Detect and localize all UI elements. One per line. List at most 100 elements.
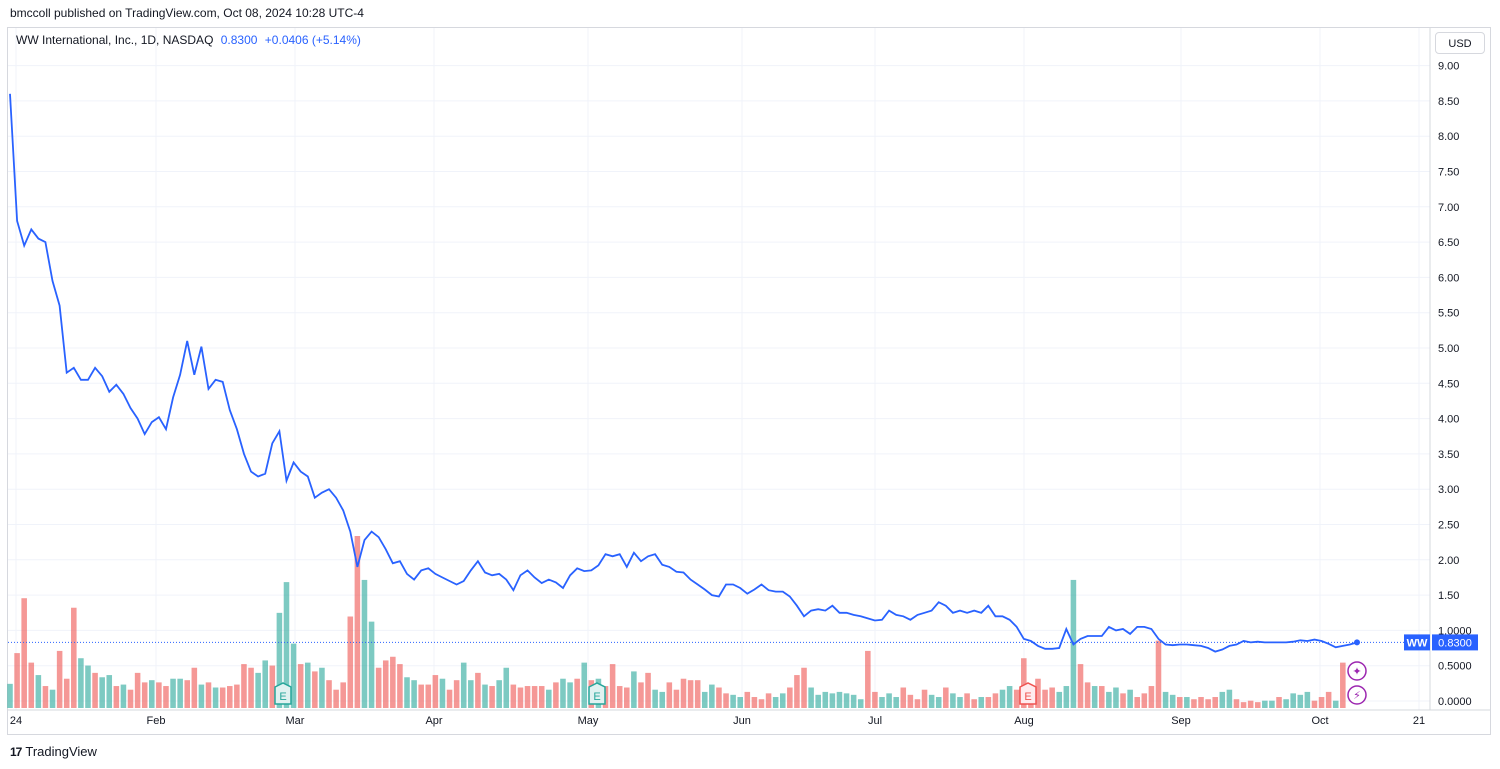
y-tick-label: 2.00 xyxy=(1438,555,1459,567)
volume-bar xyxy=(163,686,169,708)
volume-bar xyxy=(935,697,942,708)
volume-bar xyxy=(836,691,843,708)
volume-bar xyxy=(801,667,807,708)
volume-bar xyxy=(872,691,878,708)
volume-bar xyxy=(113,686,120,708)
volume-bar xyxy=(779,693,786,708)
volume-bar xyxy=(815,694,821,708)
ticker-badge-text: WW xyxy=(1407,637,1428,649)
volume-bar xyxy=(397,664,403,708)
price-line xyxy=(9,93,1358,653)
volume-bar xyxy=(1141,693,1148,708)
dividend-spark-icon[interactable]: ✦ xyxy=(1347,661,1367,681)
volume-bar xyxy=(134,672,141,708)
svg-text:✦: ✦ xyxy=(1352,665,1361,678)
volume-bar xyxy=(1191,699,1197,708)
last-price-dot xyxy=(1354,639,1360,646)
volume-bar xyxy=(1035,678,1041,708)
volume-bar xyxy=(21,598,27,708)
price-badge xyxy=(1432,634,1478,651)
volume-bar xyxy=(170,678,176,708)
earnings-marker-icon[interactable]: E xyxy=(1019,682,1037,705)
volume-bar xyxy=(1283,699,1289,708)
symbol-change: +0.0406 (+5.14%) xyxy=(264,33,361,47)
volume-bar xyxy=(1120,693,1126,708)
earnings-marker-icon[interactable]: E xyxy=(274,682,292,705)
symbol-legend[interactable]: WW International, Inc., 1D, NASDAQ 0.830… xyxy=(16,33,361,47)
volume-bar xyxy=(184,680,191,708)
volume-bar xyxy=(751,697,758,708)
volume-bar xyxy=(964,693,970,708)
volume-bar xyxy=(1198,697,1204,708)
x-tick-label: 24 xyxy=(10,715,22,727)
volume-bar xyxy=(531,686,538,708)
footer-brand[interactable]: 17 TradingView xyxy=(10,744,97,759)
volume-bar xyxy=(149,680,155,708)
x-tick-label: Aug xyxy=(1014,715,1034,727)
volume-bar xyxy=(382,660,389,708)
y-tick-label: 1.50 xyxy=(1438,590,1459,602)
volume-bar xyxy=(609,664,616,708)
volume-bar xyxy=(432,675,439,708)
volume-bar xyxy=(1176,697,1183,708)
split-lightning-icon[interactable]: ⚡ xyxy=(1347,685,1367,705)
volume-bar xyxy=(744,691,751,708)
volume-bar xyxy=(1021,658,1027,708)
x-axis: 24 Feb Mar Apr May Jun Jul Aug Sep Oct 21 xyxy=(10,715,1425,727)
volume-bar xyxy=(538,686,545,708)
volume-bar xyxy=(709,684,715,708)
volume-bar xyxy=(645,672,651,708)
volume-bar xyxy=(219,687,226,708)
event-markers: E E E ✦ ⚡ xyxy=(274,661,1367,705)
currency-button[interactable]: USD xyxy=(1435,32,1485,54)
svg-text:E: E xyxy=(593,691,600,703)
last-price-badge: WW 0.8300 xyxy=(1404,634,1478,651)
volume-bar xyxy=(1099,686,1105,708)
y-tick-label: 5.50 xyxy=(1438,308,1459,320)
volume-bar xyxy=(312,671,318,708)
volume-bar xyxy=(553,682,559,708)
volume-bar xyxy=(624,687,630,708)
volume-bar xyxy=(1311,700,1318,708)
volume-bar xyxy=(1247,700,1254,708)
volume-bar xyxy=(460,662,467,708)
volume-bar xyxy=(900,687,907,708)
volume-bar xyxy=(1006,686,1013,708)
volume-bar xyxy=(262,660,268,708)
volume-bar xyxy=(517,687,524,708)
volume-bar xyxy=(737,697,743,708)
volume-bar xyxy=(1340,662,1346,708)
volume-bar xyxy=(304,662,311,708)
volume-bar xyxy=(1254,702,1261,708)
volume-bar xyxy=(439,678,446,708)
y-tick-label: 3.00 xyxy=(1438,484,1459,496)
volume-bar xyxy=(468,680,474,708)
tradingview-logo-icon: 17 xyxy=(10,744,22,759)
volume-bar xyxy=(297,664,304,708)
ticker-badge xyxy=(1404,634,1430,651)
volume-bar xyxy=(482,684,488,708)
grid xyxy=(8,28,1430,710)
volume-bar xyxy=(248,667,254,708)
volume-bar xyxy=(687,680,694,708)
volume-bar xyxy=(92,672,98,708)
earnings-marker-icon[interactable]: E xyxy=(588,682,606,705)
volume-bar xyxy=(524,686,531,708)
y-tick-label: 0.5000 xyxy=(1438,661,1472,673)
x-tick-label: Jun xyxy=(733,715,751,727)
volume-bar xyxy=(1219,691,1226,708)
volume-bar xyxy=(71,607,77,708)
volume-bar xyxy=(865,650,871,708)
volume-bar xyxy=(659,691,666,708)
volume-bar xyxy=(35,675,42,708)
y-tick-label: 3.50 xyxy=(1438,449,1459,461)
volume-bar xyxy=(1162,691,1169,708)
volume-bar xyxy=(14,653,20,708)
volume-bar xyxy=(1148,686,1155,708)
volume-bar xyxy=(63,678,70,708)
volume-bar xyxy=(418,684,424,708)
volume-bar xyxy=(638,682,644,708)
volume-bar xyxy=(843,693,850,708)
volume-bar xyxy=(999,689,1006,708)
